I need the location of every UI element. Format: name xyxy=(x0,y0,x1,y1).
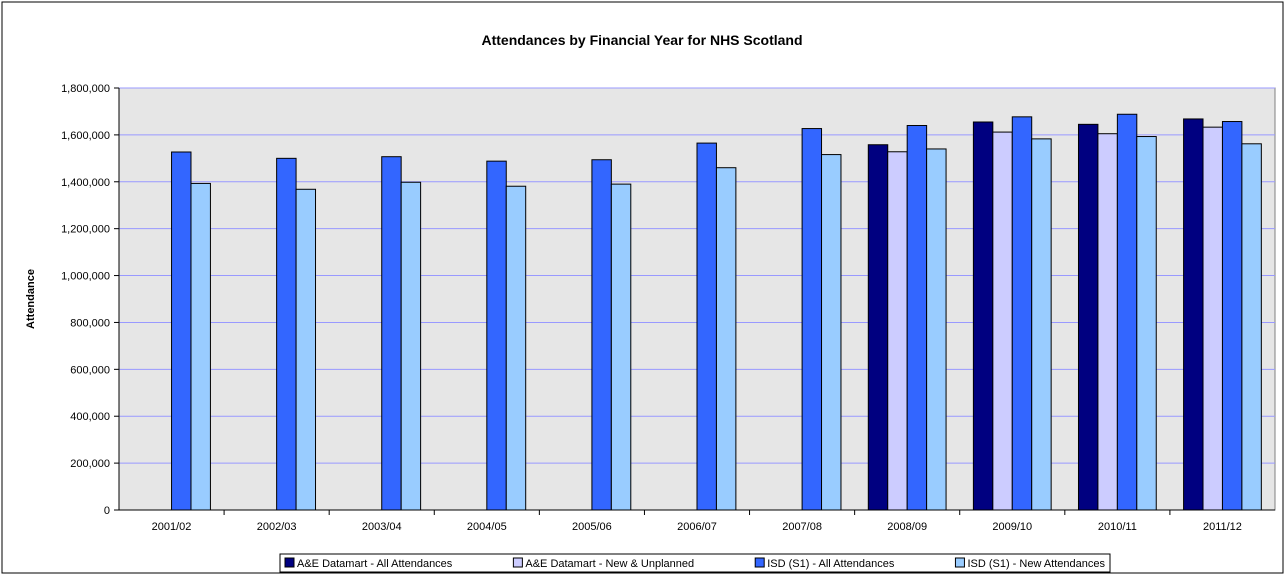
legend-label: A&E Datamart - New & Unplanned xyxy=(525,558,694,570)
y-tick-label: 1,600,000 xyxy=(61,130,110,142)
bar xyxy=(171,151,192,511)
bar xyxy=(1097,133,1118,511)
y-tick-label: 800,000 xyxy=(70,317,110,329)
y-tick-label: 600,000 xyxy=(70,364,110,376)
legend-label: ISD (S1) - New Attendances xyxy=(967,558,1105,570)
bar xyxy=(696,142,717,511)
bar xyxy=(610,183,632,511)
bar xyxy=(1031,138,1052,511)
y-tick-label: 1,200,000 xyxy=(61,224,110,236)
bar xyxy=(1011,116,1033,511)
bar xyxy=(1202,126,1223,511)
legend-item: A&E Datamart - All Attendances xyxy=(284,557,453,570)
bar xyxy=(926,148,947,511)
x-tick-label: 2004/05 xyxy=(467,521,507,533)
legend-swatch xyxy=(954,557,965,568)
bar xyxy=(486,160,507,511)
legend-box xyxy=(279,553,1111,573)
y-axis-label: Attendance xyxy=(25,269,37,329)
axes: 0 200,000 400,000 600,000 800,000 1,000,000 1,… xyxy=(61,83,1275,533)
bar xyxy=(1241,143,1262,511)
bar xyxy=(821,154,842,511)
bar xyxy=(381,156,402,511)
x-tick-label: 2006/07 xyxy=(677,521,717,533)
legend-item: A&E Datamart - New & Unplanned xyxy=(512,557,694,570)
bar xyxy=(505,185,527,511)
bar xyxy=(867,144,889,511)
y-tick-label: 0 xyxy=(104,505,110,517)
bar xyxy=(972,121,994,511)
legend-label: A&E Datamart - All Attendances xyxy=(297,558,453,570)
bar xyxy=(1136,136,1157,511)
bars xyxy=(171,113,1262,511)
bar xyxy=(715,167,737,511)
y-tick-label: 1,400,000 xyxy=(61,177,110,189)
x-tick-label: 2011/12 xyxy=(1203,521,1242,533)
bar xyxy=(887,151,908,511)
x-tick-label: 2003/04 xyxy=(362,521,402,533)
chart-title: Attendances by Financial Year for NHS Sc… xyxy=(481,32,802,48)
legend-label: ISD (S1) - All Attendances xyxy=(767,558,895,570)
x-tick-label: 2008/09 xyxy=(887,521,927,533)
x-tick-label: 2005/06 xyxy=(572,521,612,533)
bar xyxy=(1183,118,1204,511)
x-tick-label: 2001/02 xyxy=(152,521,192,533)
bar xyxy=(1116,113,1138,511)
legend-item: ISD (S1) - New Attendances xyxy=(954,557,1105,570)
bar xyxy=(400,181,422,511)
bar xyxy=(1221,121,1243,511)
legend-swatch xyxy=(754,557,765,568)
bar xyxy=(295,188,317,511)
y-tick-label: 1,800,000 xyxy=(61,83,110,95)
bar xyxy=(591,159,612,511)
bar xyxy=(1077,123,1099,511)
x-tick-label: 2007/08 xyxy=(782,521,822,533)
bar xyxy=(190,182,211,511)
x-tick-label: 2010/11 xyxy=(1098,521,1137,533)
y-tick-label: 400,000 xyxy=(70,411,110,423)
legend: A&E Datamart - All Attendances A&E Datama… xyxy=(279,553,1111,573)
x-tick-label: 2002/03 xyxy=(257,521,297,533)
bar xyxy=(276,157,297,511)
y-tick-label: 200,000 xyxy=(70,458,110,470)
legend-item: ISD (S1) - All Attendances xyxy=(754,557,895,570)
y-tick-label: 1,000,000 xyxy=(61,271,110,283)
bar xyxy=(801,128,823,511)
bar xyxy=(992,131,1013,511)
legend-swatch xyxy=(512,557,523,568)
bar xyxy=(906,125,928,511)
x-tick-label: 2009/10 xyxy=(992,521,1032,533)
legend-swatch xyxy=(284,557,295,568)
